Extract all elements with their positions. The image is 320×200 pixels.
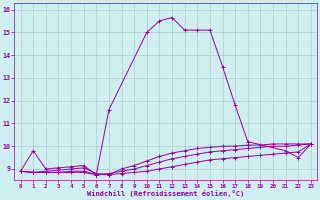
- X-axis label: Windchill (Refroidissement éolien,°C): Windchill (Refroidissement éolien,°C): [87, 190, 244, 197]
